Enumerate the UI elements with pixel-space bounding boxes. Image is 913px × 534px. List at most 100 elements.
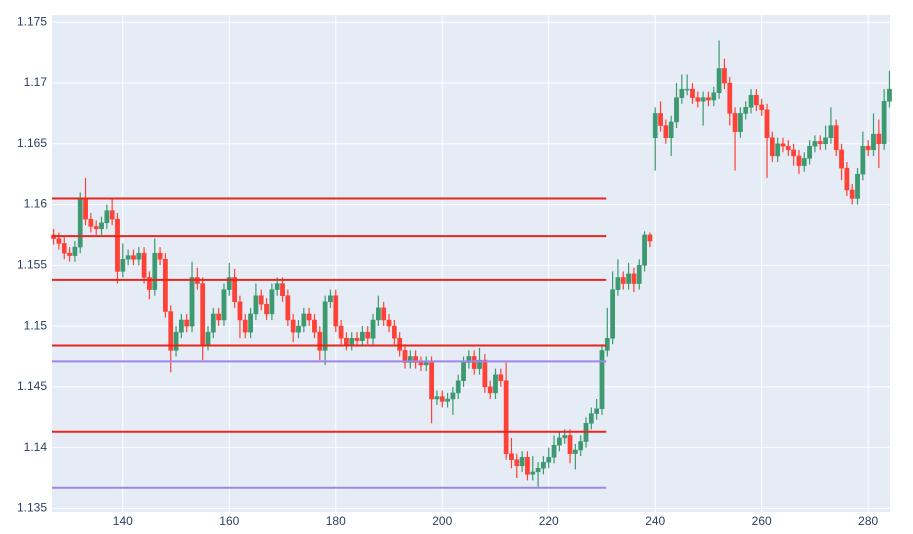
candle-body bbox=[876, 133, 882, 145]
candle-body bbox=[120, 258, 126, 272]
candle-body bbox=[828, 125, 834, 138]
candle-body bbox=[764, 109, 770, 138]
candle-body bbox=[695, 97, 701, 102]
candle-body bbox=[445, 398, 450, 402]
candle-body bbox=[322, 301, 328, 351]
candle-body bbox=[620, 277, 626, 284]
candle-body bbox=[88, 218, 94, 227]
candle-body bbox=[157, 252, 163, 260]
candle-body bbox=[264, 303, 269, 315]
candle-body bbox=[530, 471, 536, 475]
candle-body bbox=[823, 137, 828, 145]
candle-body bbox=[791, 149, 797, 157]
candle-body bbox=[738, 113, 743, 132]
candle-body bbox=[168, 311, 174, 351]
candle-body bbox=[306, 313, 312, 321]
candle-body bbox=[391, 325, 397, 339]
candle-body bbox=[402, 350, 408, 363]
candle-body bbox=[365, 331, 371, 339]
candle-body bbox=[200, 283, 206, 345]
candle-body bbox=[317, 331, 323, 351]
candle-body bbox=[285, 295, 291, 321]
x-tick-label: 200 bbox=[432, 514, 452, 528]
candle-body bbox=[684, 88, 690, 91]
candle-body bbox=[163, 258, 168, 312]
plot-background bbox=[52, 15, 890, 512]
candle-body bbox=[466, 356, 472, 363]
candle-body bbox=[226, 277, 232, 290]
candle-body bbox=[679, 88, 685, 98]
candle-body bbox=[205, 331, 211, 345]
candle-body bbox=[386, 319, 392, 327]
candle-body bbox=[493, 374, 498, 394]
candle-body bbox=[354, 337, 360, 341]
candle-body bbox=[604, 337, 610, 351]
candle-body bbox=[115, 218, 120, 272]
candle-body bbox=[439, 396, 445, 402]
candle-body bbox=[514, 459, 520, 467]
candle-body bbox=[865, 145, 871, 151]
candle-body bbox=[860, 145, 866, 175]
candle-body bbox=[450, 392, 456, 400]
candle-body bbox=[237, 301, 243, 321]
candle-body bbox=[349, 337, 355, 345]
candle-body bbox=[588, 413, 594, 424]
candle-body bbox=[290, 319, 296, 333]
candle-body bbox=[807, 145, 812, 159]
candle-body bbox=[753, 94, 759, 106]
candle-body bbox=[152, 252, 158, 290]
candle-body bbox=[610, 289, 615, 339]
candle-body bbox=[221, 289, 227, 321]
candle-body bbox=[498, 374, 504, 382]
candle-body bbox=[759, 104, 765, 111]
candle-body bbox=[796, 155, 802, 166]
candle-body bbox=[647, 234, 653, 242]
candle-body bbox=[839, 149, 844, 169]
x-tick-label: 160 bbox=[219, 514, 239, 528]
candle-body bbox=[535, 468, 541, 473]
candle-body bbox=[551, 444, 557, 458]
candle-body bbox=[131, 255, 136, 260]
x-tick-label: 220 bbox=[539, 514, 559, 528]
candle-body bbox=[541, 461, 546, 469]
y-tick-label: 1.175 bbox=[17, 14, 47, 28]
candle-body bbox=[370, 319, 376, 339]
candle-body bbox=[743, 107, 749, 114]
candle-body bbox=[706, 97, 711, 101]
candle-body bbox=[652, 113, 658, 138]
y-tick-label: 1.155 bbox=[17, 257, 47, 271]
candle-body bbox=[780, 143, 786, 147]
candle-body bbox=[849, 189, 855, 199]
candle-body bbox=[562, 435, 568, 439]
candle-body bbox=[296, 325, 301, 333]
candle-body bbox=[109, 210, 115, 220]
candle-body bbox=[812, 141, 818, 147]
candle-body bbox=[434, 396, 440, 400]
candle-body bbox=[381, 307, 387, 321]
candle-body bbox=[817, 141, 823, 145]
candle-body bbox=[881, 101, 887, 145]
candle-body bbox=[748, 94, 754, 108]
candle-body bbox=[509, 453, 514, 460]
candle-body bbox=[423, 362, 429, 366]
candle-body bbox=[216, 313, 222, 321]
candle-body bbox=[61, 243, 67, 254]
candle-body bbox=[99, 222, 104, 230]
candle-body bbox=[636, 265, 642, 284]
candle-body bbox=[887, 88, 892, 102]
candle-body bbox=[344, 337, 349, 345]
candle-body bbox=[775, 143, 781, 157]
candle-body bbox=[546, 457, 552, 463]
candle-body bbox=[67, 252, 72, 256]
candle-body bbox=[253, 295, 259, 315]
y-tick-label: 1.17 bbox=[24, 75, 48, 89]
candle-body bbox=[147, 277, 152, 290]
candle-body bbox=[407, 356, 413, 363]
candle-body bbox=[716, 68, 722, 94]
candle-body bbox=[93, 226, 99, 230]
candle-body bbox=[184, 319, 190, 327]
candle-body bbox=[732, 113, 738, 132]
candle-body bbox=[312, 319, 317, 333]
candle-body bbox=[690, 88, 695, 98]
